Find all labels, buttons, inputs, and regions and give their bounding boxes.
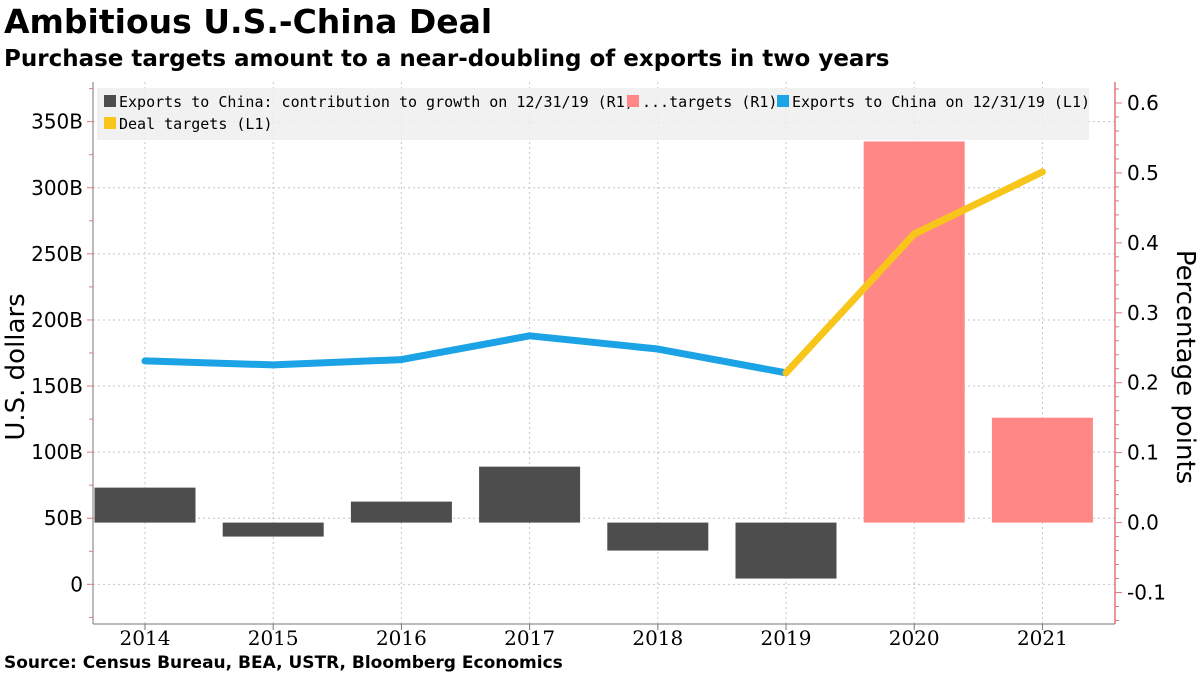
left-tick-label: 300B [31, 176, 83, 200]
label-layer: 0 50B 100B 150B 200B 250B 300B 350B -0.1 0.0 0.1 0.… [1, 91, 1200, 650]
right-tick-label: 0.5 [1127, 161, 1159, 185]
bar-2014 [94, 487, 196, 523]
legend-swatch [777, 95, 789, 107]
axis-layer [87, 82, 1122, 630]
chart-subtitle: Purchase targets amount to a near-doubli… [4, 46, 890, 72]
left-tick-label: 50B [44, 506, 83, 530]
left-tick-label: 200B [31, 308, 83, 332]
bar-2016 [350, 501, 452, 523]
legend-item-label: ...targets (R1) [642, 93, 777, 111]
x-tick-label-2016: 2016 [376, 626, 427, 650]
left-axis-title: U.S. dollars [1, 293, 31, 440]
x-tick-label-2021: 2021 [1017, 626, 1068, 650]
left-tick-label: 0 [70, 572, 83, 596]
chart-title: Ambitious U.S.-China Deal [4, 2, 493, 41]
x-tick-label-2017: 2017 [504, 626, 555, 650]
legend-item-label: Exports to China on 12/31/19 (L1) [792, 93, 1090, 111]
line-exports-to-china-on-12-31-19-l1- [141, 332, 790, 377]
line-deal-targets-l1- [782, 168, 1046, 377]
left-tick-label: 100B [31, 440, 83, 464]
x-tick-label-2015: 2015 [248, 626, 299, 650]
legend-swatch [627, 95, 639, 107]
bar-2021 [991, 417, 1093, 523]
line-layer [141, 168, 1046, 377]
legend: Exports to China: contribution to growth… [97, 88, 1090, 140]
legend-item-label: Exports to China: contribution to growth… [119, 93, 634, 111]
right-axis-title: Percentage points [1170, 250, 1200, 484]
bar-2017 [479, 466, 581, 523]
right-tick-label: 0.2 [1127, 371, 1159, 395]
x-tick-label-2014: 2014 [120, 626, 171, 650]
x-tick-label-2018: 2018 [632, 626, 683, 650]
bar-2018 [607, 522, 709, 551]
x-tick-label-2019: 2019 [761, 626, 812, 650]
legend-swatch [104, 117, 116, 129]
legend-swatch [104, 95, 116, 107]
bar-layer [94, 141, 1093, 579]
right-tick-label: 0.6 [1127, 91, 1159, 115]
right-tick-label: -0.1 [1127, 581, 1166, 605]
legend-item-label: Deal targets (L1) [119, 115, 273, 133]
bar-2019 [735, 522, 837, 579]
right-tick-label: 0.3 [1127, 301, 1159, 325]
right-tick-label: 0.1 [1127, 441, 1159, 465]
right-tick-label: 0.0 [1127, 511, 1159, 535]
left-tick-label: 150B [31, 374, 83, 398]
left-tick-label: 250B [31, 242, 83, 266]
left-tick-label: 350B [31, 110, 83, 134]
source-note: Source: Census Bureau, BEA, USTR, Bloomb… [4, 653, 563, 673]
x-tick-label-2020: 2020 [889, 626, 940, 650]
right-tick-label: 0.4 [1127, 231, 1159, 255]
bar-2020 [863, 141, 965, 523]
bar-2015 [222, 522, 324, 537]
legend-box [97, 88, 1089, 140]
